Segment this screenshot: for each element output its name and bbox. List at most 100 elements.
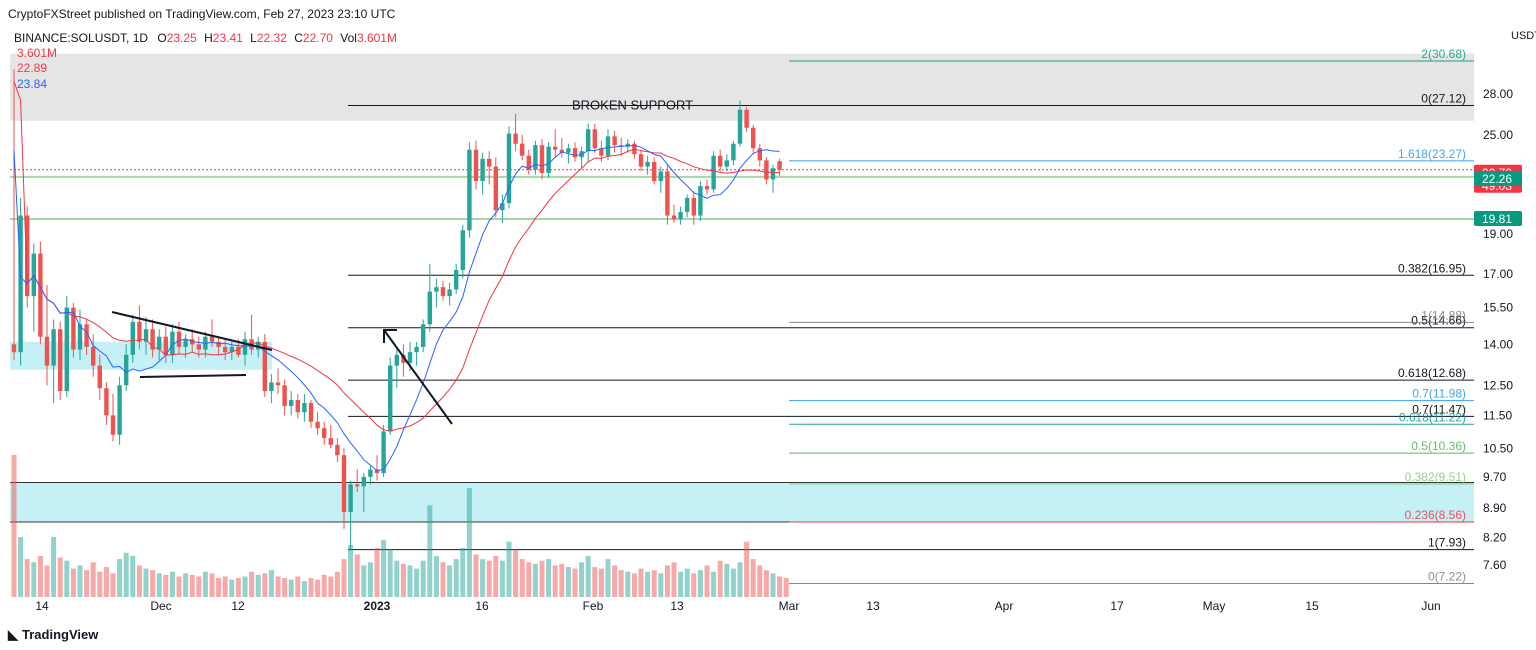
volume-bar	[750, 559, 756, 597]
volume-bar	[216, 578, 222, 597]
volume-bar	[546, 559, 552, 597]
volume-bar	[678, 571, 684, 597]
volume-bar	[77, 565, 83, 597]
volume-bar	[407, 565, 413, 597]
volume-bar	[618, 570, 624, 597]
candle-body	[777, 161, 782, 170]
candle-body	[665, 171, 670, 216]
volume-bar	[664, 565, 670, 597]
candle-body	[51, 329, 56, 366]
volume-bar	[559, 563, 565, 597]
volume-bar	[123, 552, 129, 597]
fib-ext-label-1: 1.618(23.27)	[1398, 147, 1466, 161]
fib-ext-label-3: 0.7(11.98)	[1412, 387, 1466, 401]
price-tick-label: 10.50	[1483, 441, 1513, 455]
volume-bar	[480, 559, 486, 597]
candle-body	[513, 133, 518, 144]
candle-body	[526, 155, 531, 170]
volume-bar	[90, 562, 96, 597]
candle-body	[71, 307, 76, 350]
low-label: L	[250, 31, 257, 45]
low-value: 22.32	[256, 31, 287, 45]
candle-body	[18, 215, 23, 353]
candle-body	[335, 444, 340, 456]
fib-ext-label-8: 0(7.22)	[1428, 570, 1466, 584]
ma-red-line	[13, 81, 780, 432]
candle-body	[11, 344, 17, 353]
volume-bar	[268, 570, 274, 597]
volume-bar	[97, 571, 103, 597]
time-tick-label: Apr	[995, 599, 1014, 613]
fib-ext-label-2: 1(14.88)	[1421, 308, 1466, 322]
fib-ext-label-7: 0.236(8.56)	[1405, 508, 1466, 522]
candle-body	[242, 339, 248, 355]
volume-bar	[744, 541, 750, 597]
open-value: 23.25	[166, 31, 197, 45]
volume-bar	[183, 573, 189, 597]
candle-body	[64, 307, 69, 392]
volume-bar	[777, 576, 783, 597]
candle-body	[388, 365, 393, 432]
symbol-ohlc-legend: BINANCE:SOLUSDT, 1D O23.25 H23.41 L22.32…	[14, 31, 397, 45]
candle-body	[751, 127, 756, 149]
volume-bar	[229, 579, 235, 597]
volume-bar	[499, 560, 505, 597]
time-tick-label: 12	[231, 599, 245, 613]
volume-bar	[143, 568, 149, 597]
volume-bar	[117, 559, 123, 597]
price-tick-label: 14.00	[1483, 337, 1513, 351]
volume-bar	[262, 573, 268, 597]
volume-value: 3.601M	[356, 31, 397, 45]
volume-bar	[255, 574, 261, 597]
candle-body	[671, 215, 677, 220]
volume-bar	[328, 576, 334, 597]
volume-bar	[724, 563, 730, 597]
volume-bar	[453, 559, 459, 597]
candle-body	[506, 133, 512, 204]
volume-bar	[658, 573, 664, 597]
volume-bar	[704, 565, 710, 597]
candle-body	[480, 158, 485, 182]
candle-body	[216, 341, 221, 347]
candle-body	[44, 336, 50, 366]
price-tick-label: 28.00	[1483, 87, 1513, 101]
candle-body	[25, 215, 30, 297]
candle-body	[183, 339, 188, 347]
candle-body	[559, 149, 564, 153]
candle-body	[163, 336, 168, 355]
volume-bar	[249, 571, 255, 597]
volume-bar	[110, 573, 116, 597]
volume-bar	[466, 488, 472, 597]
volume-bar	[737, 562, 743, 597]
candle-body	[262, 341, 267, 392]
candle-body	[355, 484, 360, 487]
candle-body	[414, 346, 419, 353]
candle-body	[645, 161, 650, 167]
volume-bar	[64, 560, 70, 597]
volume-bar	[697, 570, 703, 597]
candle-body	[427, 291, 432, 325]
volume-bar	[334, 571, 340, 597]
candle-body	[328, 438, 333, 445]
volume-bar	[196, 576, 202, 597]
close-label: C	[294, 31, 303, 45]
legend-ma-blue: 23.84	[17, 77, 48, 91]
candle-body	[757, 148, 762, 161]
candle-body	[447, 289, 452, 297]
price-tick-label: 8.20	[1483, 531, 1507, 545]
volume-bar	[730, 568, 736, 597]
axis-unit-label: USDT	[1511, 30, 1536, 42]
candle-body	[407, 352, 413, 363]
candle-body	[275, 382, 281, 386]
candle-body	[678, 211, 683, 220]
candle-body	[487, 158, 492, 167]
volume-bar	[202, 571, 208, 597]
volume-bar	[671, 562, 677, 597]
candle-body	[718, 155, 723, 167]
high-value: 23.41	[212, 31, 243, 45]
tradingview-brand[interactable]: ◣ TradingView	[8, 627, 98, 643]
candle-body	[493, 166, 498, 211]
volume-bar	[18, 537, 24, 597]
volume-bar	[31, 562, 37, 597]
